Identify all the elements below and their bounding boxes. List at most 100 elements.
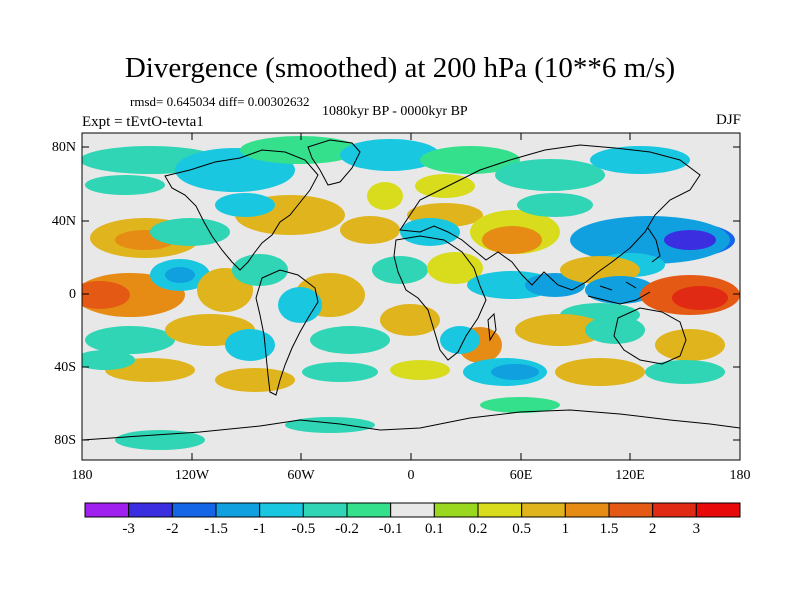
coastline-antarctica: [82, 409, 740, 441]
colorbar-swatch: [346, 502, 392, 518]
colorbar-label: 1: [561, 521, 570, 537]
coastline-australia: [613, 307, 687, 365]
colorbar-label: 2: [648, 521, 657, 537]
contour-region-pos: [515, 314, 605, 346]
colorbar-swatch: [521, 502, 566, 518]
contour-region-neg-mod: [302, 362, 378, 382]
contour-region-neg-mod: [82, 350, 135, 370]
colorbar-swatch: [390, 502, 435, 518]
contour-region-pos: [215, 368, 295, 392]
contour-region-neg: [400, 218, 460, 246]
coastline-north-america: [164, 149, 319, 271]
colorbar-swatch: [259, 502, 304, 518]
contour-region-pos: [380, 304, 440, 336]
period-label: 1080kyr BP - 0000kyr BP: [322, 104, 468, 119]
colorbar-swatch: [215, 502, 261, 518]
lon-label-120e: 120E: [615, 468, 645, 483]
lon-label-120w: 120W: [174, 468, 210, 483]
contour-region-neg-mod: [85, 326, 175, 354]
lon-label-60e: 60E: [509, 468, 533, 483]
contour-region-neg-strong: [570, 216, 730, 264]
lat-label-80n: 80N: [51, 140, 76, 155]
contour-region-pos-vstrong: [82, 281, 130, 309]
stats-label: rmsd= 0.645034 diff= 0.00302632: [130, 94, 310, 109]
contour-region-pos-mod: [427, 252, 483, 284]
coastline-greenland: [307, 139, 361, 186]
contour-region-neg-mod: [645, 360, 725, 384]
contour-region-neg-mod: [495, 159, 605, 191]
map-title: Divergence (smoothed) at 200 hPa (10**6 …: [124, 52, 676, 84]
contour-region-neg-mod: [232, 254, 288, 286]
contour-region-neg: [215, 193, 275, 217]
colorbar-swatch: [433, 502, 479, 518]
lat-label-40n: 40N: [51, 214, 76, 229]
colorbar-swatch: [84, 502, 130, 518]
colorbar-swatch: [302, 502, 348, 518]
axis-ticks: [81, 133, 741, 460]
contour-region-neg: [278, 287, 322, 323]
season-label: DJF: [715, 112, 741, 128]
colorbar-swatch: [564, 502, 610, 518]
contour-region-neg-strong: [491, 364, 539, 380]
coastlines: [82, 139, 740, 441]
colorbar-label: 1.5: [599, 521, 619, 537]
colorbar-label: -2: [166, 521, 179, 537]
coastline-madagascar: [487, 312, 497, 342]
colorbar-label: -0.2: [335, 521, 359, 537]
lat-label-80s: 80S: [54, 433, 76, 448]
colorbar-label: -0.5: [291, 521, 316, 537]
contour-region-pos-mod: [415, 174, 475, 198]
colorbar-swatch: [608, 502, 654, 518]
lat-label-0: 0: [69, 287, 76, 302]
colorbar-label: 0.1: [424, 521, 444, 537]
divergence-field: [82, 133, 740, 460]
contour-region-neg: [590, 146, 690, 174]
lat-label-40s: 40S: [54, 360, 76, 375]
coastline-japan: [647, 227, 661, 263]
coastline-eurasia: [399, 144, 701, 291]
lon-label-180w: 180: [71, 468, 93, 483]
colorbar-swatch: [652, 502, 697, 518]
coastline-indonesia: [587, 281, 651, 305]
coastline-south-america: [255, 269, 319, 396]
contour-region-pos-mod: [367, 182, 403, 210]
contour-region-pos: [340, 216, 400, 244]
lon-label-60w: 60W: [287, 468, 315, 483]
contour-region-pos: [555, 358, 645, 386]
contour-region-pos-strong: [482, 226, 542, 254]
contour-region-neg: [440, 326, 480, 354]
colorbar: [84, 502, 741, 518]
contour-region-neg-max: [664, 230, 716, 250]
contour-region-neg-weak: [240, 136, 360, 164]
coastline-africa: [393, 235, 487, 361]
contour-region-pos-max: [672, 286, 728, 310]
contour-region-neg-mod: [150, 218, 230, 246]
colorbar-label: -0.1: [378, 521, 403, 537]
contour-region-neg-mod: [85, 175, 165, 195]
colorbar-label: 0.2: [468, 521, 488, 537]
lon-label-0: 0: [407, 468, 415, 483]
colorbar-swatch: [695, 502, 741, 518]
contour-region-pos-mod: [390, 360, 450, 380]
contour-region-neg-weak: [420, 146, 520, 174]
contour-region-neg: [340, 139, 440, 171]
contour-region-neg-mod: [310, 326, 390, 354]
contour-region-neg-weak: [480, 397, 560, 413]
colorbar-swatch: [128, 502, 173, 518]
contour-region-neg-strong: [585, 276, 655, 304]
contour-region-neg: [225, 329, 275, 361]
colorbar-label: 0.5: [512, 521, 532, 537]
contour-region-neg-mod: [115, 430, 205, 450]
colorbar-swatch: [477, 502, 523, 518]
colorbar-label: 3: [692, 521, 701, 537]
contour-region-pos: [655, 329, 725, 361]
experiment-label: Expt = tEvtO-tevta1: [82, 114, 204, 130]
colorbar-label: -3: [122, 521, 135, 537]
colorbar-label: -1: [253, 521, 266, 537]
lon-label-180e: 180: [729, 468, 751, 483]
contour-region-neg-mod: [285, 417, 375, 433]
contour-region-neg-mod: [372, 256, 428, 284]
contour-region-neg-mod: [517, 193, 593, 217]
contour-region-neg-strong: [165, 267, 195, 283]
